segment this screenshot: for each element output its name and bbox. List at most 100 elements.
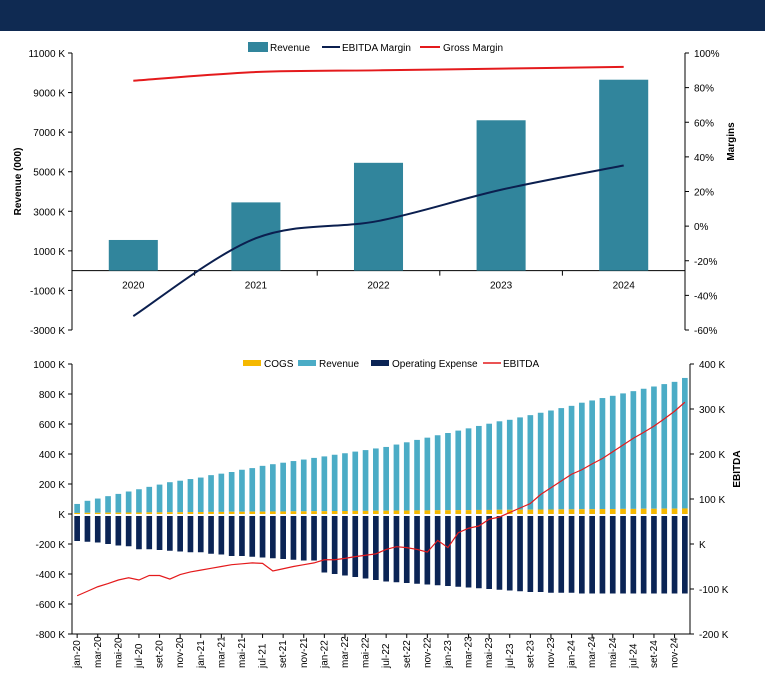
operating-expense-bar bbox=[136, 516, 142, 550]
revenue-bar bbox=[228, 472, 235, 512]
operating-expense-bar bbox=[589, 516, 595, 594]
bottom-category-label: mar-24 bbox=[587, 636, 598, 668]
cogs-bar bbox=[331, 511, 338, 514]
top-right-tick-label: 60% bbox=[694, 118, 714, 129]
bottom-left-tick-label: -600 K bbox=[36, 600, 66, 611]
revenue-bar bbox=[640, 388, 647, 509]
revenue-bar bbox=[434, 435, 441, 511]
revenue-bar bbox=[231, 202, 281, 271]
cogs-bar bbox=[661, 508, 668, 514]
bottom-right-tick-label: 400 K bbox=[699, 360, 725, 371]
operating-expense-bar bbox=[177, 516, 183, 552]
revenue-bar bbox=[476, 120, 526, 271]
cogs-bar bbox=[424, 510, 431, 514]
bottom-category-label: mai-21 bbox=[237, 637, 248, 668]
revenue-bar bbox=[342, 453, 348, 511]
revenue-bar bbox=[537, 412, 544, 510]
bottom-right-tick-label: 100 K bbox=[699, 495, 725, 506]
revenue-bar bbox=[249, 468, 256, 512]
operating-expense-bar bbox=[311, 516, 317, 561]
revenue-bar bbox=[156, 484, 163, 513]
bottom-category-label: jan-22 bbox=[319, 640, 330, 669]
revenue-bar bbox=[682, 377, 688, 509]
bottom-category-label: set-23 bbox=[525, 640, 536, 668]
cogs-bar bbox=[455, 510, 462, 514]
revenue-bar bbox=[403, 442, 410, 511]
bottom-right-tick-label: 300 K bbox=[699, 405, 725, 416]
cogs-bar bbox=[620, 508, 626, 514]
revenue-bar bbox=[84, 500, 91, 513]
operating-expense-bar bbox=[270, 516, 276, 559]
legend-swatch-operating-expense bbox=[371, 360, 389, 366]
operating-expense-bar bbox=[167, 516, 173, 551]
revenue-bar bbox=[125, 491, 132, 513]
cogs-bar bbox=[445, 510, 451, 514]
revenue-bar bbox=[517, 417, 523, 510]
bottom-category-label: jan-21 bbox=[196, 640, 207, 669]
revenue-bar bbox=[661, 384, 668, 509]
top-left-tick-label: 5000 K bbox=[33, 168, 65, 179]
top-right-tick-label: 100% bbox=[694, 49, 720, 60]
cogs-bar bbox=[558, 509, 565, 514]
operating-expense-bar bbox=[300, 516, 307, 561]
top-category-label: 2023 bbox=[490, 281, 513, 292]
revenue-bar bbox=[300, 459, 307, 512]
revenue-bar bbox=[393, 444, 400, 511]
cogs-bar bbox=[548, 509, 554, 514]
operating-expense-bar bbox=[599, 516, 606, 594]
ebitda-line bbox=[76, 401, 686, 597]
revenue-bar bbox=[177, 480, 183, 513]
bottom-category-label: mar-22 bbox=[340, 636, 351, 668]
bottom-category-label: jul-20 bbox=[134, 643, 145, 669]
bottom-category-label: jul-23 bbox=[505, 643, 516, 669]
cogs-bar bbox=[218, 511, 225, 514]
cogs-bar bbox=[465, 510, 472, 514]
cogs-bar bbox=[228, 511, 235, 514]
cogs-bar bbox=[270, 511, 276, 514]
revenue-bar bbox=[506, 419, 513, 510]
cogs-bar bbox=[630, 508, 637, 514]
operating-expense-bar bbox=[74, 516, 80, 541]
bottom-left-tick-label: 400 K bbox=[39, 450, 65, 461]
cogs-bar bbox=[671, 508, 678, 514]
operating-expense-bar bbox=[352, 516, 359, 577]
operating-expense-bar bbox=[609, 516, 616, 594]
bottom-right-tick-label: -100 K bbox=[699, 585, 729, 596]
revenue-bar bbox=[630, 391, 637, 509]
revenue-bar bbox=[136, 489, 142, 513]
bottom-category-label: jan-24 bbox=[567, 640, 578, 669]
revenue-bar bbox=[94, 498, 101, 513]
revenue-bar bbox=[579, 402, 585, 510]
cogs-bar bbox=[517, 509, 523, 514]
operating-expense-bar bbox=[620, 516, 626, 594]
revenue-bar bbox=[115, 493, 122, 513]
operating-expense-bar bbox=[187, 516, 194, 553]
operating-expense-bar bbox=[321, 516, 328, 573]
cogs-bar bbox=[362, 510, 369, 514]
bottom-category-label: jan-20 bbox=[72, 640, 83, 669]
operating-expense-bar bbox=[197, 516, 204, 553]
top-left-tick-label: 11000 K bbox=[28, 49, 65, 60]
operating-expense-bar bbox=[496, 516, 503, 590]
revenue-bar bbox=[362, 450, 369, 511]
bottom-right-tick-label: 200 K bbox=[699, 450, 725, 461]
operating-expense-bar bbox=[290, 516, 297, 560]
operating-expense-bar bbox=[84, 516, 91, 542]
cogs-bar bbox=[249, 511, 256, 514]
cogs-bar bbox=[239, 511, 245, 514]
bottom-category-label: mar-20 bbox=[93, 636, 104, 668]
revenue-bar bbox=[187, 479, 194, 513]
cogs-bar bbox=[352, 510, 359, 514]
legend-label-ebitda: EBITDA bbox=[503, 359, 539, 370]
top-chart: 11000 K 9000 K 7000 K 5000 K 3000 K 1000 K -10… bbox=[13, 42, 737, 337]
revenue-bar bbox=[197, 477, 204, 513]
operating-expense-bar bbox=[558, 516, 565, 593]
bottom-category-label: mai-24 bbox=[608, 637, 619, 668]
revenue-bar bbox=[321, 456, 328, 512]
top-category-label: 2020 bbox=[122, 281, 145, 292]
operating-expense-bar bbox=[105, 516, 111, 544]
cogs-bar bbox=[300, 511, 307, 514]
cogs-bar bbox=[589, 509, 595, 514]
top-right-tick-label: -20% bbox=[694, 257, 717, 268]
revenue-bar bbox=[290, 461, 297, 512]
